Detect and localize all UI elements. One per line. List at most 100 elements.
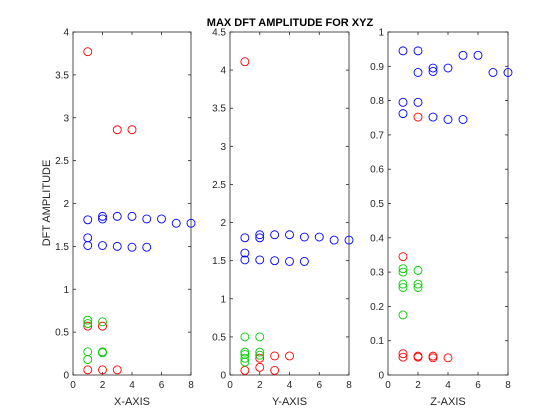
ytick-label: 3 xyxy=(220,142,226,153)
xtick-label: 2 xyxy=(257,380,263,391)
point-blue xyxy=(398,97,408,107)
point-green xyxy=(240,347,250,357)
point-blue xyxy=(112,241,122,251)
point-blue xyxy=(112,211,122,221)
ytick-label: 2 xyxy=(63,199,69,210)
subplot-x: 0 0.5 1 1.5 2 2.5 3 3.5 4 0 2 4 6 8 X-AXIS xyxy=(55,28,196,408)
point-green xyxy=(255,332,265,342)
point-blue xyxy=(329,235,339,245)
point-blue xyxy=(240,255,250,265)
point-blue xyxy=(142,242,152,252)
ytick-label: 1.5 xyxy=(212,256,226,267)
point-blue xyxy=(98,214,107,224)
xtick-label: 4 xyxy=(129,380,135,391)
point-red xyxy=(83,321,93,331)
point-blue xyxy=(240,233,250,243)
ytick-label: 4.5 xyxy=(212,28,226,39)
point-blue xyxy=(443,63,453,73)
point-red xyxy=(413,112,423,122)
point-red xyxy=(255,353,265,363)
ytick-label: 0.5 xyxy=(212,332,226,343)
point-red xyxy=(83,47,93,57)
xtick-label: 0 xyxy=(227,380,233,391)
xtick-label: 0 xyxy=(385,380,391,391)
point-red xyxy=(443,353,453,363)
point-blue xyxy=(83,215,93,225)
point-green xyxy=(398,310,408,320)
point-blue xyxy=(413,68,423,77)
point-green xyxy=(255,350,265,360)
point-green xyxy=(413,283,423,292)
xtick-label: 6 xyxy=(475,380,481,391)
point-blue xyxy=(270,230,280,240)
point-blue xyxy=(186,218,196,228)
ytick-label: 0.5 xyxy=(55,328,69,339)
point-blue xyxy=(443,115,453,124)
point-red xyxy=(112,125,122,135)
ytick-label: 1 xyxy=(63,285,69,296)
ytick-label: 3.5 xyxy=(212,104,226,115)
xtick-label: 4 xyxy=(287,380,293,391)
point-green xyxy=(98,348,107,358)
plot-area-z xyxy=(387,31,509,376)
plot-area-x xyxy=(72,31,192,376)
xtick-label: 8 xyxy=(188,380,194,391)
point-green xyxy=(398,283,408,292)
figure-title: MAX DFT AMPLITUDE FOR XYZ xyxy=(207,17,374,29)
ytick-label: 0 xyxy=(378,371,384,382)
point-blue xyxy=(458,50,468,60)
point-blue xyxy=(240,248,250,258)
xtick-label: 2 xyxy=(100,380,106,391)
point-blue xyxy=(344,235,354,245)
ytick-label: 4 xyxy=(63,28,69,39)
ytick-label: 0.8 xyxy=(370,96,384,107)
xlabel-z: Z-AXIS xyxy=(430,396,465,408)
point-blue xyxy=(473,50,483,60)
ytick-label: 2 xyxy=(220,218,226,229)
ytick-label: 3.5 xyxy=(55,70,69,81)
ytick-label: 0 xyxy=(220,371,226,382)
point-red xyxy=(127,125,137,135)
ytick-label: 0.3 xyxy=(370,268,384,279)
ytick-label: 0.1 xyxy=(370,336,384,347)
point-green xyxy=(240,332,250,342)
ytick-label: 2.5 xyxy=(212,180,226,191)
point-green xyxy=(398,267,408,277)
xtick-label: 4 xyxy=(445,380,451,391)
xtick-label: 6 xyxy=(316,380,322,391)
point-blue xyxy=(285,230,294,240)
point-green xyxy=(83,355,93,365)
point-blue xyxy=(428,63,438,73)
point-red xyxy=(240,57,250,67)
point-red xyxy=(413,352,423,362)
plot-area-y xyxy=(229,31,350,376)
point-green xyxy=(398,279,408,289)
point-red xyxy=(398,349,408,359)
point-blue xyxy=(171,218,181,228)
ytick-label: 0.9 xyxy=(370,62,384,73)
point-blue xyxy=(413,46,423,56)
point-blue xyxy=(255,233,265,243)
point-green xyxy=(413,279,423,289)
point-blue xyxy=(142,214,152,224)
ytick-label: 4 xyxy=(220,66,226,77)
point-red xyxy=(270,365,280,375)
point-blue xyxy=(488,68,498,77)
point-blue xyxy=(98,241,107,250)
ytick-label: 2.5 xyxy=(55,156,69,167)
ytick-label: 0.6 xyxy=(370,165,384,176)
point-green xyxy=(413,265,423,275)
point-blue xyxy=(127,242,137,252)
point-blue xyxy=(413,97,423,107)
point-green xyxy=(98,317,107,327)
point-blue xyxy=(398,46,408,56)
point-green xyxy=(83,319,93,328)
point-green xyxy=(240,353,250,363)
point-blue xyxy=(83,241,93,250)
point-red xyxy=(398,352,408,362)
point-blue xyxy=(270,256,280,266)
xtick-label: 2 xyxy=(415,380,421,391)
point-blue xyxy=(428,66,438,76)
xtick-label: 8 xyxy=(505,380,511,391)
point-red xyxy=(112,365,122,375)
